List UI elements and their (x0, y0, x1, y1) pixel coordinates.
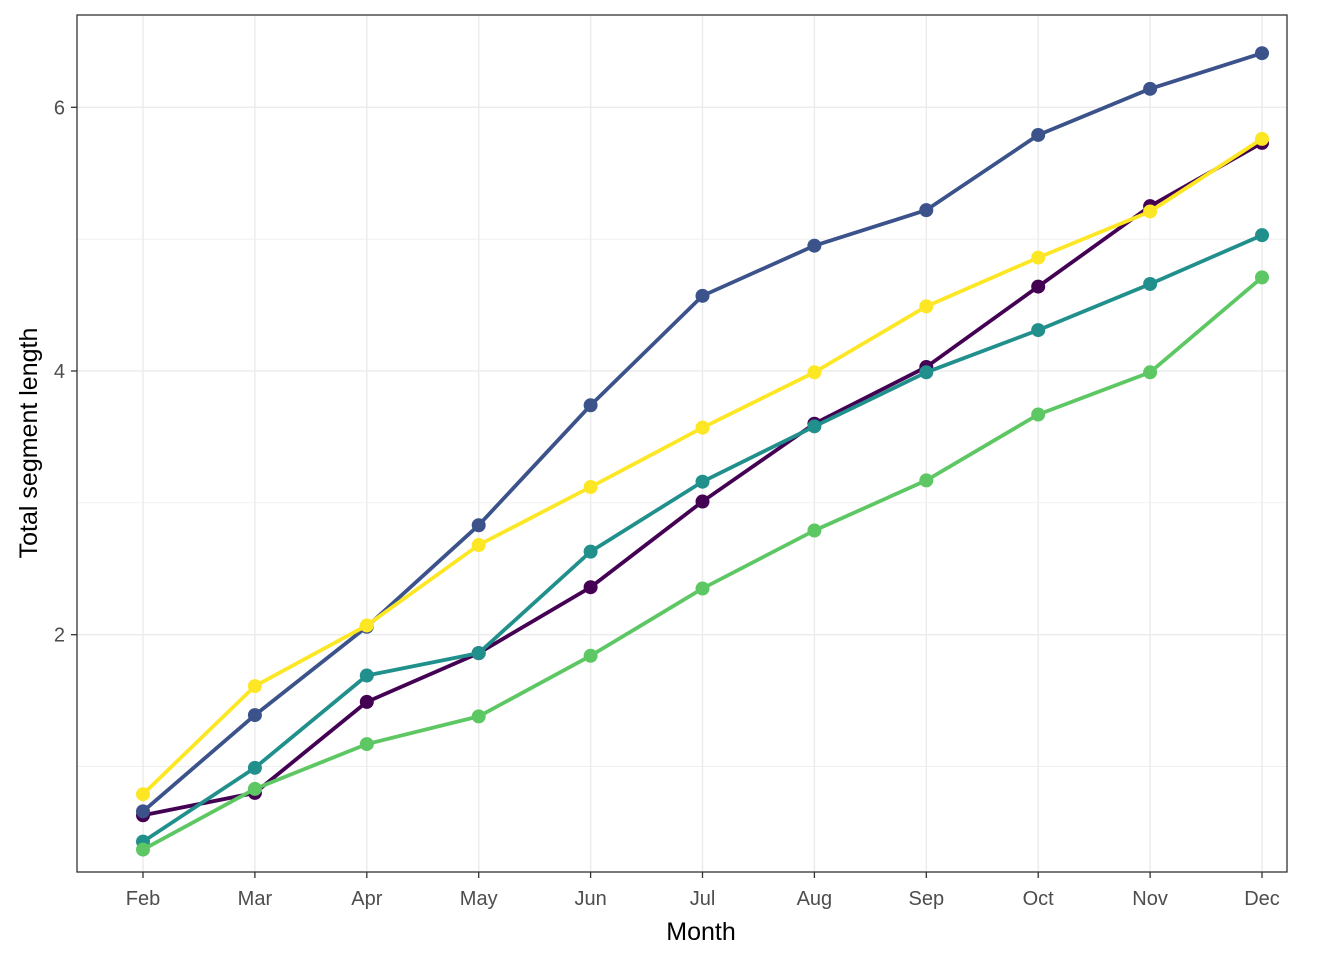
data-point (583, 480, 598, 495)
data-point (1031, 407, 1046, 422)
data-point (807, 238, 822, 253)
data-point (471, 518, 486, 533)
data-point (471, 709, 486, 724)
x-tick-label: Apr (351, 888, 382, 910)
data-point (919, 365, 934, 380)
x-tick-label: Feb (126, 888, 160, 910)
data-point (359, 737, 374, 752)
data-point (136, 787, 150, 802)
data-point (583, 580, 598, 595)
axes: Feb Mar Apr May Jun Jul Aug Sep Oct Nov Dec 2 4 6 (54, 97, 1280, 910)
data-point (1143, 365, 1158, 380)
data-point (1031, 279, 1046, 294)
x-tick-label: Aug (797, 888, 833, 910)
plot-border (76, 14, 1288, 873)
data-point (247, 708, 262, 723)
data-point (247, 781, 262, 796)
series-5 (136, 131, 1269, 802)
data-point (583, 544, 598, 559)
data-point (471, 538, 486, 553)
data-point (1031, 323, 1046, 338)
data-point (583, 648, 598, 663)
data-point (807, 419, 822, 434)
x-tick-label: Jun (574, 888, 606, 910)
data-point (136, 842, 150, 857)
x-axis-title: Month (666, 918, 735, 946)
data-point (807, 523, 822, 538)
x-tick-label: Nov (1132, 888, 1168, 910)
data-point (359, 694, 374, 709)
data-point (136, 804, 150, 819)
data-point (359, 668, 374, 683)
data-point (1143, 204, 1158, 219)
data-point (695, 494, 710, 509)
data-point (471, 646, 486, 661)
data-point (247, 679, 262, 694)
data-point (695, 474, 710, 489)
series-4 (136, 270, 1269, 857)
series-layer (136, 46, 1269, 857)
x-tick-label: Mar (238, 888, 273, 910)
data-point (695, 420, 710, 435)
grid-lines (77, 15, 1287, 872)
data-point (1255, 46, 1269, 61)
data-point (247, 760, 262, 775)
y-tick-label: 2 (54, 625, 65, 647)
data-point (1143, 81, 1158, 96)
data-point (919, 203, 934, 218)
series-3 (136, 228, 1269, 849)
data-point (695, 288, 710, 303)
x-tick-label: May (460, 888, 498, 910)
y-tick-label: 6 (54, 97, 65, 119)
data-point (919, 299, 934, 314)
x-tick-label: Dec (1244, 888, 1280, 910)
data-point (1255, 270, 1269, 285)
x-tick-label: Oct (1023, 888, 1055, 910)
data-point (583, 398, 598, 413)
data-point (1143, 276, 1158, 291)
data-point (1031, 127, 1046, 142)
data-point (1255, 228, 1269, 243)
y-axis-title: Total segment length (15, 328, 43, 559)
data-point (807, 365, 822, 380)
y-tick-label: 4 (54, 361, 65, 383)
data-point (919, 473, 934, 488)
data-point (359, 618, 374, 633)
data-point (1031, 250, 1046, 265)
data-point (1255, 131, 1269, 146)
data-point (695, 581, 710, 596)
x-tick-label: Sep (909, 888, 945, 910)
x-tick-label: Jul (690, 888, 716, 910)
plot-background (77, 15, 1287, 872)
